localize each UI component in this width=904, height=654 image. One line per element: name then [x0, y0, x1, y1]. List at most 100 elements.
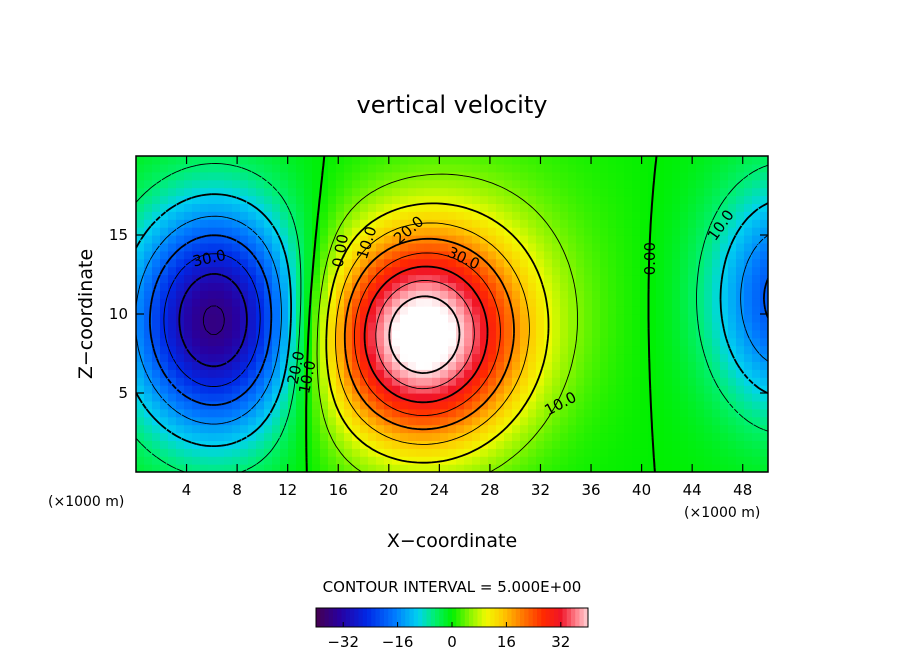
field-cell	[264, 195, 273, 204]
field-cell	[544, 274, 553, 283]
field-cell	[624, 440, 633, 449]
field-cell	[232, 314, 241, 323]
field-cell	[376, 345, 385, 355]
field-cell	[432, 179, 441, 189]
field-cell	[512, 282, 521, 291]
field-cell	[520, 274, 529, 283]
field-cell	[744, 203, 753, 212]
colorbar-swatch	[447, 608, 453, 627]
field-cell	[176, 203, 185, 212]
field-cell	[712, 337, 721, 347]
field-cell	[456, 456, 465, 465]
colorbar-swatch	[528, 608, 534, 627]
field-cell	[456, 242, 465, 252]
colorbar-swatch	[384, 608, 389, 627]
field-cell	[560, 337, 569, 347]
field-cell	[160, 448, 169, 457]
field-cell	[224, 195, 233, 204]
field-cell	[648, 258, 657, 268]
field-cell	[264, 235, 273, 244]
field-cell	[688, 187, 697, 197]
field-cell	[368, 440, 377, 449]
field-cell	[296, 203, 305, 212]
field-cell	[504, 314, 513, 323]
field-cell	[544, 258, 553, 268]
field-cell	[312, 464, 321, 472]
field-cell	[760, 329, 768, 339]
field-cell	[720, 290, 729, 299]
field-cell	[480, 400, 489, 410]
contour-line	[136, 215, 768, 425]
field-cell	[136, 250, 145, 260]
field-cell	[248, 440, 257, 449]
field-cell	[712, 235, 721, 244]
field-cell	[536, 400, 545, 410]
field-cell	[336, 337, 345, 347]
field-cell	[728, 187, 737, 197]
field-cell	[704, 314, 713, 323]
field-cell	[360, 321, 369, 331]
field-cell	[296, 282, 305, 291]
field-cell	[536, 298, 545, 307]
field-cell	[472, 203, 481, 212]
field-cell	[640, 353, 649, 362]
field-cell	[448, 440, 457, 449]
field-cell	[176, 195, 185, 204]
field-cell	[336, 464, 345, 472]
field-cell	[440, 408, 449, 418]
colorbar-swatch	[371, 608, 376, 627]
field-cell	[760, 306, 768, 315]
field-cell	[408, 448, 417, 457]
field-cell	[136, 211, 145, 220]
field-cell	[256, 400, 265, 410]
field-cell	[152, 282, 161, 291]
field-cell	[672, 464, 681, 472]
field-cell	[472, 266, 481, 276]
field-cell	[624, 163, 633, 173]
field-cell	[352, 250, 361, 260]
field-cell	[360, 274, 369, 283]
field-cell	[328, 400, 337, 410]
field-cell	[288, 179, 297, 189]
field-cell	[664, 408, 673, 418]
field-cell	[704, 464, 713, 472]
field-cell	[696, 369, 705, 378]
field-cell	[576, 432, 585, 441]
field-cell	[360, 171, 369, 181]
field-cell	[504, 179, 513, 189]
field-cell	[584, 187, 593, 197]
field-cell	[584, 345, 593, 355]
field-cell	[520, 171, 529, 181]
field-cell	[640, 290, 649, 299]
field-cell	[528, 345, 537, 355]
field-cell	[184, 329, 193, 339]
y-tick-label: 15	[109, 226, 128, 244]
field-cell	[192, 274, 201, 283]
field-cell	[704, 179, 713, 189]
field-cell	[232, 400, 241, 410]
field-cell	[136, 321, 145, 331]
field-cell	[328, 235, 337, 244]
field-cell	[392, 211, 401, 220]
field-cell	[544, 464, 553, 472]
field-cell	[528, 219, 537, 228]
field-cell	[376, 282, 385, 291]
field-cell	[408, 187, 417, 197]
field-cell	[640, 258, 649, 268]
field-cell	[328, 329, 337, 339]
field-cell	[176, 440, 185, 449]
field-cell	[296, 424, 305, 434]
field-cell	[656, 377, 665, 386]
field-cell	[352, 219, 361, 228]
field-cell	[224, 400, 233, 410]
field-cell	[480, 219, 489, 228]
field-cell	[448, 321, 457, 331]
field-cell	[408, 250, 417, 260]
field-cell	[216, 171, 225, 181]
field-cell	[528, 306, 537, 315]
field-cell	[760, 377, 768, 386]
colorbar-swatch	[571, 608, 576, 627]
field-cell	[760, 250, 768, 260]
field-cell	[168, 235, 177, 244]
field-cell	[440, 227, 449, 236]
